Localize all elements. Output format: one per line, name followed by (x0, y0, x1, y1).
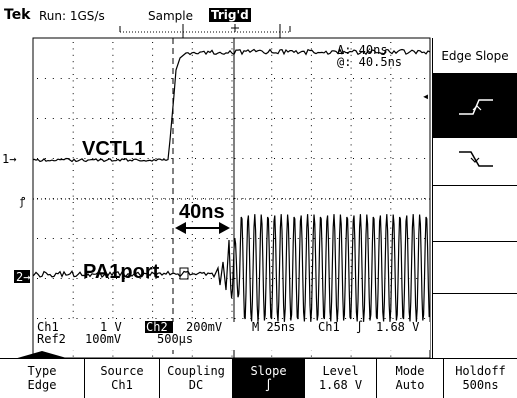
holdoff-button[interactable]: Holdoff 500ns (443, 359, 517, 398)
coupling-button-value: DC (188, 378, 204, 392)
slope-button-value: ∫ (264, 378, 273, 392)
level-button[interactable]: Level 1.68 V (304, 359, 376, 398)
slope-button[interactable]: Slope ∫ (232, 359, 304, 398)
type-button-title: Type (27, 364, 57, 378)
settings-readout-bg (36, 322, 430, 350)
level-button-title: Level (322, 364, 359, 378)
cursor-delta-readout: Δ: 40ns (337, 43, 388, 57)
holdoff-button-value: 500ns (462, 378, 499, 392)
status-bar: Tek Run: 1GS/s Sample Trig'd (0, 0, 517, 30)
falling-slope-icon (459, 151, 493, 167)
mode-button[interactable]: Mode Auto (376, 359, 443, 398)
acquire-mode: Sample (148, 9, 193, 23)
ch1-label: Ch1 (37, 320, 59, 334)
trigger-threshold-marker: ꝭ (19, 195, 26, 208)
ch1-scale: 1 V (100, 320, 122, 334)
trigger-level-marker: ◂ (422, 89, 429, 103)
mode-button-title: Mode (395, 364, 425, 378)
label-delay: 40ns (179, 201, 225, 223)
ref2-scale: 100mV (85, 332, 121, 346)
trigger-source-readout: Ch1 (318, 320, 340, 334)
coupling-button-title: Coupling (167, 364, 225, 378)
bottom-menu: Type Edge Source Ch1 Coupling DC Slope ∫… (0, 351, 517, 398)
coupling-button[interactable]: Coupling DC (159, 359, 232, 398)
ch2-ground-marker: 2→ (16, 270, 30, 284)
side-menu-title: Edge Slope (433, 38, 517, 74)
ch2-waveform (32, 214, 430, 322)
run-status: Run: 1GS/s (39, 9, 105, 23)
side-menu-blank-1[interactable] (433, 186, 517, 242)
ref-marker-icon (179, 267, 189, 280)
type-button[interactable]: Type Edge (0, 351, 84, 398)
trigger-level-readout: 1.68 V (376, 320, 419, 334)
ch1-waveform (32, 48, 431, 163)
trigger-slope-readout: ∫ (356, 320, 363, 334)
ref2-time: 500µs (157, 332, 193, 346)
rising-slope-option[interactable] (433, 74, 517, 138)
ch2-label-bg (145, 321, 173, 333)
falling-slope-option[interactable] (433, 138, 517, 186)
rising-slope-icon (459, 99, 493, 115)
slope-button-title: Slope (250, 364, 287, 378)
source-button-value: Ch1 (111, 378, 133, 392)
timebase-readout: M 25ns (252, 320, 295, 334)
type-button-value: Edge (27, 378, 57, 392)
brand-logo: Tek (4, 7, 31, 23)
source-button[interactable]: Source Ch1 (84, 359, 159, 398)
mode-button-value: Auto (395, 378, 425, 392)
ch2-scale: 200mV (186, 320, 222, 334)
ch1-ground-marker: 1→ (2, 152, 16, 166)
level-button-value: 1.68 V (318, 378, 363, 392)
label-pa1port: PA1port (83, 261, 160, 283)
side-menu-blank-2[interactable] (433, 242, 517, 294)
source-button-title: Source (100, 364, 144, 378)
ref2-label: Ref2 (37, 332, 66, 346)
ch2-ground-marker-bg (14, 270, 30, 283)
ch2-label: Ch2 (146, 320, 168, 334)
cursor-position-readout: @: 40.5ns (337, 55, 402, 69)
side-menu: Edge Slope (432, 38, 517, 358)
trigger-position-bracket (119, 24, 291, 38)
holdoff-button-title: Holdoff (455, 364, 506, 378)
delay-arrow (175, 222, 230, 234)
menu-pointer-icon (14, 351, 70, 359)
trigger-status-badge: Trig'd (209, 8, 251, 22)
side-menu-blank-3[interactable] (433, 294, 517, 358)
label-vctl1: VCTL1 (82, 138, 145, 160)
